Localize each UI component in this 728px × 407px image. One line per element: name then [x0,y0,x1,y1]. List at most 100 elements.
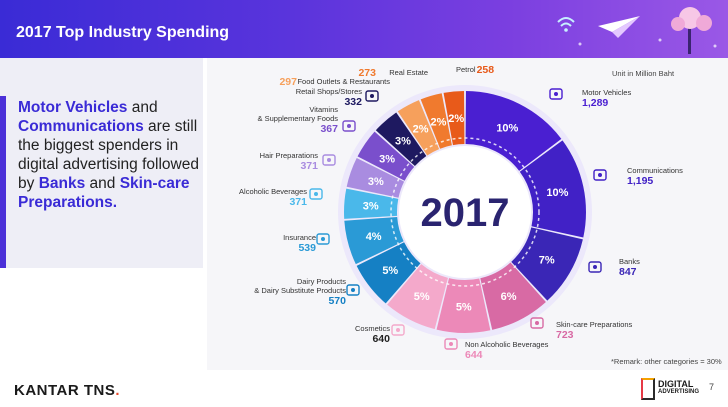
category-name: Communications [627,166,683,175]
summary-panel [0,58,203,268]
title-banner: 2017 Top Industry Spending [0,0,728,58]
category-value: 273 [358,67,376,79]
slice-food-outlets-restaurants [397,100,440,156]
logo-mark [641,378,655,400]
summary-highlight: Motor Vehicles [18,99,128,116]
shield-icon [316,233,330,245]
slice-pct-label: 7% [539,254,555,266]
milk-carton-icon [346,284,360,296]
category-name: Vitamins [309,105,338,114]
donut-inner-dashed-ring [390,137,540,287]
slice-pct-label: 10% [546,187,568,199]
summary-highlight: Skin-care Preparations. [18,175,190,211]
digital-advertising-logo: DIGITAL ADVERTISING [641,378,703,402]
slice-pct-label: 3% [395,136,411,148]
category-value: 297 [279,76,297,88]
banner-dots [578,38,717,48]
category-name: Alcoholic Beverages [239,187,307,196]
category-value: 640 [372,333,390,345]
slice-dairy-products-dairy-substitute-products [356,242,421,304]
category-name: Motor Vehicles [582,88,631,97]
category-name: Banks [619,257,640,266]
drink-icon [444,338,458,350]
category-name: Retail Shops/Stores [296,87,363,96]
slice-pct-label: 3% [379,153,395,165]
category-value: 332 [344,96,362,108]
summary-highlight: Communications [18,118,144,135]
slice-pct-label: 5% [456,301,472,313]
page-number: 7 [709,382,715,392]
category-name: Dairy Products [297,277,346,286]
category-name: Cosmetics [355,324,390,333]
remark-note: *Remark: other categories = 30% [611,357,722,366]
summary-text: Motor Vehicles and Communications are st… [18,98,200,212]
slice-pct-label: 5% [382,265,398,277]
summary-highlight: Banks [38,175,86,192]
category-value: 371 [289,196,307,208]
slice-pct-label: 3% [363,200,379,212]
category-value: 258 [477,64,495,76]
chat-bubble-icon [593,169,607,181]
slice-pct-label: 2% [448,113,464,125]
slice-pct-label: 3% [368,176,384,188]
category-name: Hair Preparations [260,151,319,160]
banner-decoration [557,7,717,54]
beer-mug-icon [309,188,323,200]
logo-line-1: DIGITAL [658,379,694,389]
slice-insurance [344,216,404,265]
category-value: 1,289 [582,97,608,109]
paper-plane-icon [598,16,640,38]
brand-logo: KANTAR TNS. [14,382,120,399]
brand-name: KANTAR TNS [14,382,116,399]
donut-chart: 10%Motor Vehicles1,28910%Communications1… [239,64,683,361]
summary-text-part: and [127,99,158,116]
category-label-petrol: Petrol 258 [456,64,494,76]
slice-vitamins-supplementary-foods [357,131,415,181]
category-value: 367 [320,123,338,135]
category-label-dairy-products-dairy-substitute-products: Dairy Products& Dairy Substitute Product… [254,277,360,307]
category-label-food-outlets-restaurants: 297 Food Outlets & Restaurants [279,76,390,88]
slice-hair-preparations [346,158,405,198]
donut-center [399,146,531,278]
slice-pct-label: 2% [431,116,447,128]
slice-pct-label: 6% [501,291,517,303]
category-name: Non Alcoholic Beverages [465,340,549,349]
slice-motor-vehicles [465,91,562,171]
slice-pct-label: 4% [366,231,382,243]
bank-icon [588,261,602,273]
pill-icon [342,120,356,132]
slice-alcoholic-beverages [344,188,399,219]
summary-text-part: are still the biggest spenders in digita… [18,118,199,192]
slice-pct-label: 2% [413,124,429,136]
category-name: Skin-care Preparations [556,320,633,329]
wifi-icon [557,17,575,32]
slice-real-estate [420,93,452,149]
slide-title: 2017 Top Industry Spending [16,24,230,41]
slice-cosmetics [387,264,448,330]
lipstick-icon [391,324,405,336]
slice-non-alcoholic-beverages [436,278,491,333]
hair-icon [322,154,336,166]
slice-communications [519,140,586,238]
category-name: Food Outlets & Restaurants [297,77,390,86]
category-value: 644 [465,349,483,361]
category-value: 371 [300,160,318,172]
unit-note: Unit in Million Baht [612,69,675,78]
category-value: 847 [619,266,637,278]
category-name: Real Estate [389,68,428,77]
category-value: 570 [328,295,346,307]
brand-suffix: . [115,382,121,399]
tree-icon [671,7,712,54]
slice-petrol [443,91,465,146]
